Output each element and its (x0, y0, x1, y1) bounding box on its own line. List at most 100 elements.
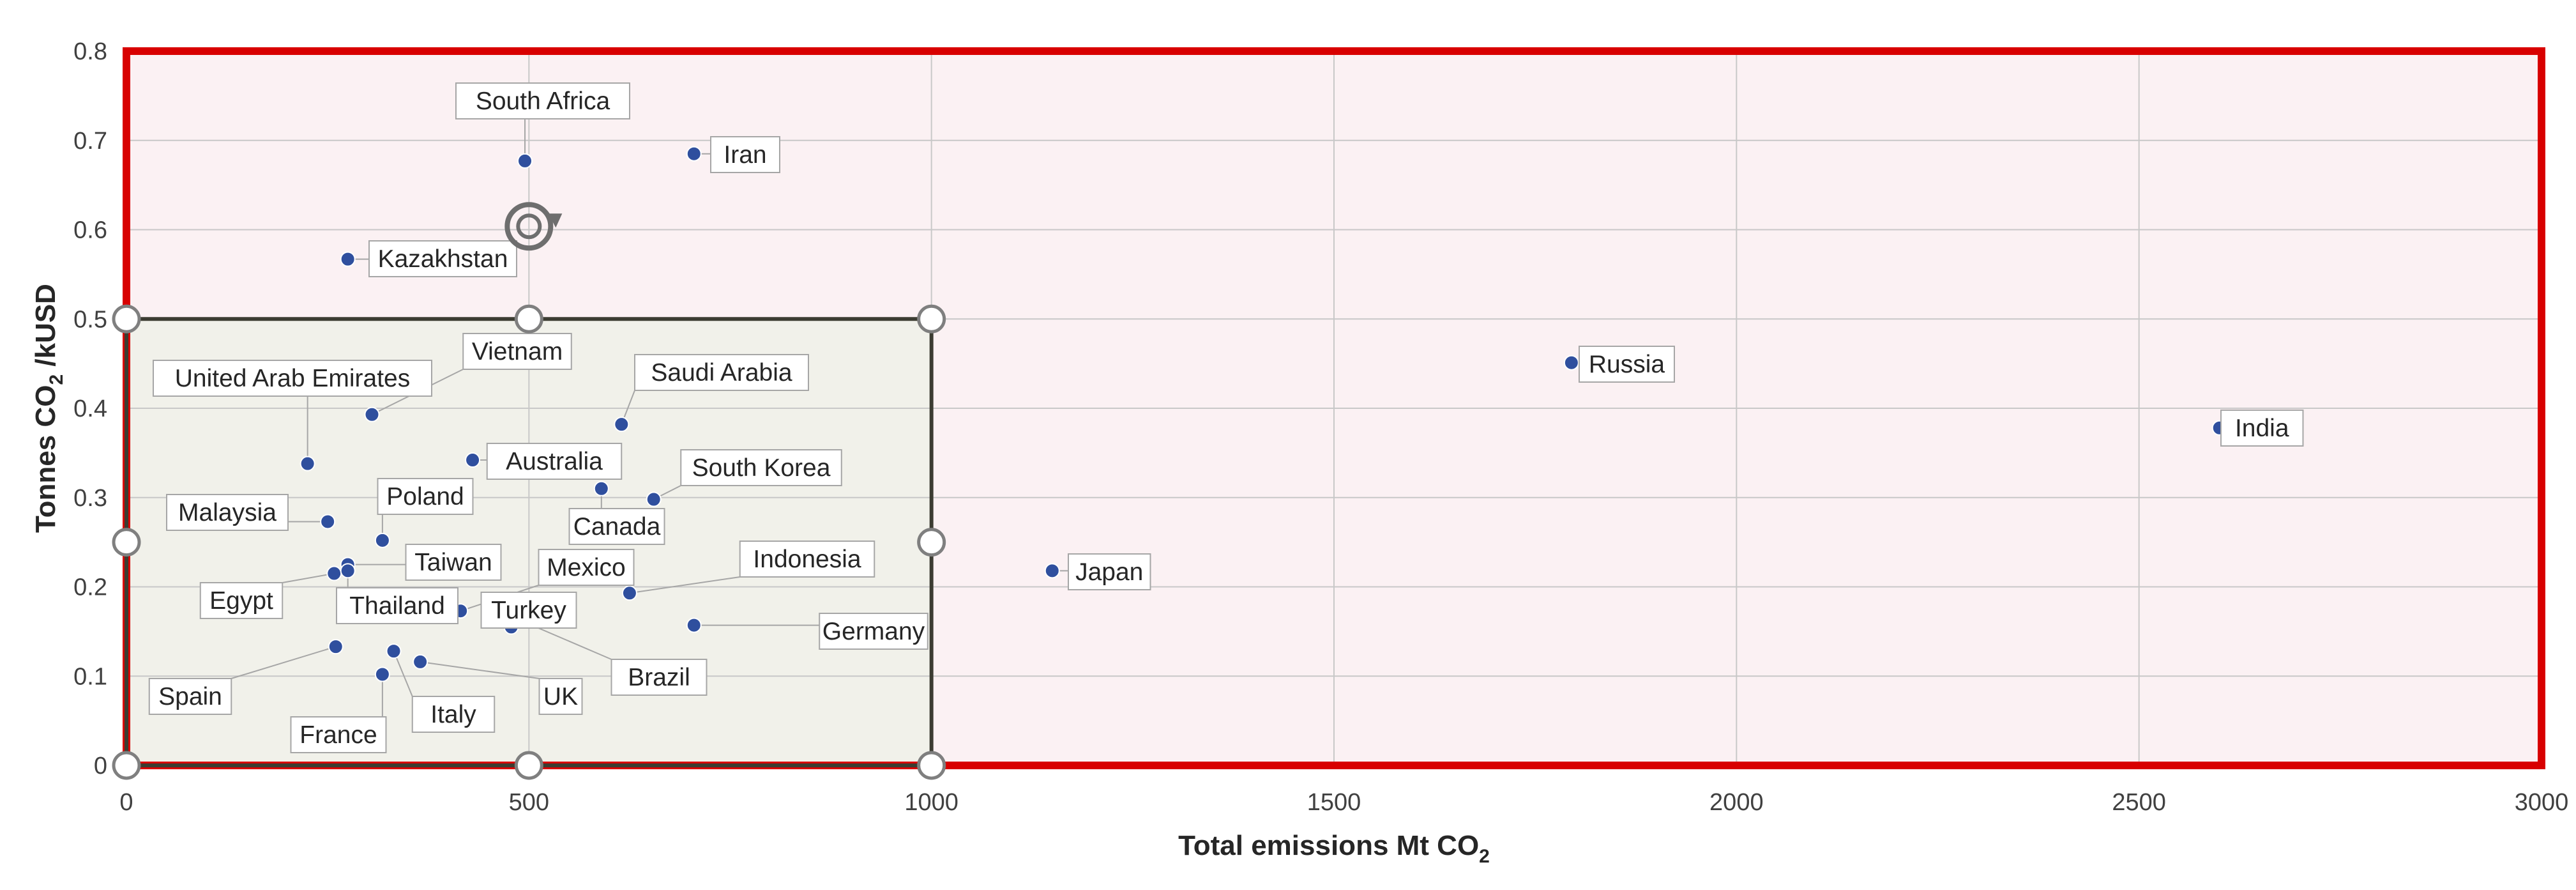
resize-handle[interactable] (917, 304, 946, 334)
data-label-australia[interactable]: Australia (486, 443, 623, 480)
y-tick-label: 0.7 (73, 128, 107, 155)
data-label-canada[interactable]: Canada (568, 508, 665, 545)
data-label-box (1579, 346, 1675, 383)
data-label-egypt[interactable]: Egypt (199, 582, 284, 619)
data-label-box (1068, 553, 1151, 590)
x-tick-label: 500 (509, 789, 549, 816)
x-tick-label: 1000 (904, 789, 958, 816)
data-label-iran[interactable]: Iran (710, 136, 780, 173)
resize-handle[interactable] (112, 751, 141, 780)
data-label-turkey[interactable]: Turkey (480, 592, 577, 629)
data-label-south-korea[interactable]: South Korea (680, 449, 842, 486)
x-tick-label: 1500 (1307, 789, 1361, 816)
data-point-poland[interactable] (374, 532, 390, 548)
data-label-text: Poland (386, 483, 464, 510)
y-tick-label: 0.8 (73, 38, 107, 65)
leader-line-uk (420, 661, 540, 679)
data-label-text: Saudi Arabia (651, 359, 792, 387)
leader-line-egypt (282, 572, 335, 583)
data-label-box (377, 478, 474, 515)
resize-handle[interactable] (917, 528, 946, 557)
data-label-germany[interactable]: Germany (819, 613, 928, 650)
data-point-germany[interactable] (686, 617, 702, 633)
data-label-box (290, 716, 387, 753)
data-label-japan[interactable]: Japan (1068, 553, 1151, 590)
data-label-france[interactable]: France (290, 716, 387, 753)
data-label-box (634, 354, 809, 391)
data-label-united-arab-emirates[interactable]: United Arab Emirates (153, 360, 432, 397)
data-label-text: Egypt (209, 587, 273, 615)
resize-handle[interactable] (917, 751, 946, 780)
data-label-text: Taiwan (414, 549, 492, 576)
data-point-vietnam[interactable] (364, 406, 380, 422)
data-label-box (336, 587, 458, 624)
x-tick-label: 2500 (2112, 789, 2166, 816)
data-point-egypt[interactable] (326, 565, 342, 581)
data-point-malaysia[interactable] (320, 514, 336, 530)
data-label-spain[interactable]: Spain (148, 678, 232, 715)
data-label-text: Malaysia (178, 499, 277, 526)
resize-handle[interactable] (112, 528, 141, 557)
data-point-france[interactable] (374, 666, 390, 682)
resize-handle[interactable] (514, 304, 543, 334)
data-point-spain[interactable] (328, 639, 344, 655)
data-label-mexico[interactable]: Mexico (538, 549, 635, 586)
data-point-canada[interactable] (593, 480, 609, 496)
leader-line-italy (393, 650, 413, 697)
data-label-poland[interactable]: Poland (377, 478, 474, 515)
resize-handle[interactable] (112, 304, 141, 334)
data-label-text: Canada (573, 513, 661, 541)
data-point-thailand[interactable] (340, 563, 356, 579)
data-label-box (2220, 410, 2304, 447)
data-point-uk[interactable] (413, 654, 428, 670)
data-point-italy[interactable] (386, 643, 402, 659)
data-label-text: United Arab Emirates (175, 365, 411, 392)
data-point-kazakhstan[interactable] (340, 251, 356, 267)
data-label-text: Australia (506, 448, 603, 475)
data-label-box (148, 678, 232, 715)
data-point-russia[interactable] (1563, 355, 1579, 371)
y-tick-label: 0.3 (73, 485, 107, 512)
data-point-saudi-arabia[interactable] (614, 417, 630, 433)
data-label-italy[interactable]: Italy (411, 696, 496, 733)
data-label-box (710, 136, 780, 173)
data-point-indonesia[interactable] (621, 585, 637, 601)
data-label-taiwan[interactable]: Taiwan (405, 544, 502, 581)
data-label-south-africa[interactable]: South Africa (455, 82, 630, 119)
x-tick-label: 0 (119, 789, 133, 816)
data-label-text: France (299, 721, 377, 749)
data-label-text: Turkey (491, 597, 566, 624)
data-label-india[interactable]: India (2220, 410, 2304, 447)
data-label-box (680, 449, 842, 486)
data-point-south-africa[interactable] (517, 153, 533, 169)
data-point-japan[interactable] (1044, 563, 1060, 579)
data-point-south-korea[interactable] (646, 491, 662, 507)
y-tick-label: 0.1 (73, 663, 107, 690)
y-axis-title-post: /kUSD (30, 284, 61, 374)
y-tick-label: 0.2 (73, 574, 107, 601)
data-label-vietnam[interactable]: Vietnam (462, 333, 572, 370)
resize-handle[interactable] (514, 751, 543, 780)
data-label-box (610, 659, 708, 696)
y-axis-title: Tonnes CO2 /kUSD (30, 284, 67, 533)
data-label-thailand[interactable]: Thailand (336, 587, 458, 624)
data-point-iran[interactable] (686, 146, 702, 162)
y-tick-label: 0 (94, 753, 107, 779)
data-label-box (455, 82, 630, 119)
y-tick-label: 0.4 (73, 395, 107, 422)
data-label-kazakhstan[interactable]: Kazakhstan (368, 240, 517, 277)
rotate-handle-icon[interactable] (504, 202, 563, 251)
x-axis-title-main: Total emissions Mt CO (1178, 830, 1479, 861)
data-label-brazil[interactable]: Brazil (610, 659, 708, 696)
data-label-saudi-arabia[interactable]: Saudi Arabia (634, 354, 809, 391)
data-label-russia[interactable]: Russia (1579, 346, 1675, 383)
data-label-box (480, 592, 577, 629)
data-point-united-arab-emirates[interactable] (299, 456, 315, 472)
data-label-indonesia[interactable]: Indonesia (739, 541, 875, 578)
data-label-malaysia[interactable]: Malaysia (166, 494, 289, 531)
data-label-uk[interactable]: UK (538, 678, 583, 715)
data-point-australia[interactable] (465, 452, 481, 468)
x-tick-label: 2000 (1709, 789, 1764, 816)
x-axis-title-subscript: 2 (1479, 846, 1490, 867)
